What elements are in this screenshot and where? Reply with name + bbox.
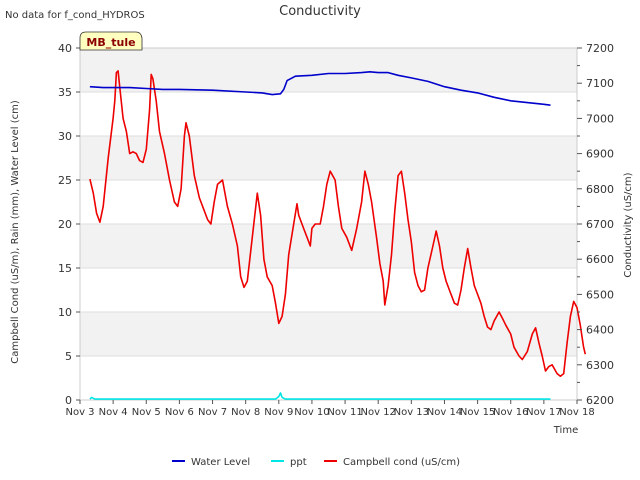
right-tick-label: 7000 <box>586 112 614 125</box>
x-tick-label: Nov 16 <box>493 407 528 418</box>
x-tick-label: Nov 18 <box>559 407 594 418</box>
left-tick-label: 0 <box>65 394 72 407</box>
background-band <box>80 356 577 400</box>
right-axis-ticks: 6200 6300 6400 6500 6600 6700 6800 6900 7000 7100… <box>577 42 614 407</box>
x-tick-label: Nov 10 <box>294 407 329 418</box>
left-axis-label: Campbell Cond (uS/m), Rain (mm), Water L… <box>10 100 21 364</box>
left-tick-label: 40 <box>58 42 72 55</box>
legend-label-campbell-cond: Campbell cond (uS/cm) <box>343 457 460 468</box>
left-tick-label: 15 <box>58 262 72 275</box>
x-tick-label: Nov 5 <box>132 407 161 418</box>
right-tick-label: 6900 <box>586 148 614 161</box>
right-tick-label: 6800 <box>586 183 614 196</box>
x-tick-label: Nov 13 <box>394 407 429 418</box>
right-tick-label: 6700 <box>586 218 614 231</box>
background-band <box>80 224 577 268</box>
x-tick-label: Nov 8 <box>231 407 260 418</box>
right-tick-label: 6400 <box>586 324 614 337</box>
left-tick-label: 35 <box>58 86 72 99</box>
x-tick-label: Nov 4 <box>99 407 128 418</box>
series-line-ppt <box>89 392 551 400</box>
series-line-water-level <box>89 71 551 106</box>
legend-label-water-level: Water Level <box>191 457 250 468</box>
left-tick-label: 25 <box>58 174 72 187</box>
right-tick-label: 7200 <box>586 42 614 55</box>
x-tick-label: Nov 15 <box>460 407 495 418</box>
no-data-note: No data for f_cond_HYDROS <box>5 10 145 21</box>
right-tick-label: 6500 <box>586 288 614 301</box>
x-tick-label: Nov 14 <box>427 407 462 418</box>
background-band <box>80 92 577 136</box>
x-tick-label: Nov 12 <box>360 407 395 418</box>
x-tick-label: Nov 17 <box>526 407 561 418</box>
legend-label-ppt: ppt <box>290 457 307 468</box>
x-tick-label: Nov 9 <box>264 407 293 418</box>
legend-item-water-level: Water Level <box>172 457 250 468</box>
x-tick-label: Nov 7 <box>198 407 227 418</box>
right-tick-label: 6300 <box>586 359 614 372</box>
legend: Water Level ppt Campbell cond (uS/cm) <box>172 457 460 468</box>
background-band <box>80 268 577 312</box>
site-label: MB_tule <box>86 36 135 49</box>
x-tick-label: Nov 3 <box>65 407 94 418</box>
left-tick-label: 10 <box>58 306 72 319</box>
right-tick-label: 7100 <box>586 77 614 90</box>
x-tick-label: Nov 11 <box>327 407 362 418</box>
legend-item-ppt: ppt <box>271 457 307 468</box>
series-layer <box>89 70 587 400</box>
x-tick-label: Nov 6 <box>165 407 194 418</box>
left-tick-label: 20 <box>58 218 72 231</box>
right-tick-label: 6600 <box>586 253 614 266</box>
x-axis-ticks: Nov 3 Nov 4 Nov 5 Nov 6 Nov 7 Nov 8 Nov 9 Nov 1… <box>65 400 595 418</box>
right-axis-label: Conductivity (uS/cm) <box>623 172 634 277</box>
right-tick-label: 6200 <box>586 394 614 407</box>
left-tick-label: 5 <box>65 350 72 363</box>
background-band <box>80 180 577 224</box>
site-label-box: MB_tule <box>79 31 143 51</box>
legend-item-campbell-cond: Campbell cond (uS/cm) <box>324 457 460 468</box>
left-axis-ticks: 0 5 10 15 20 25 30 35 40 <box>58 42 80 407</box>
chart-title: Conductivity <box>279 4 361 19</box>
background-band <box>80 48 577 92</box>
series-line-campbell-cond-us-cm <box>89 70 587 377</box>
left-tick-label: 30 <box>58 130 72 143</box>
x-axis-label: Time <box>553 425 578 436</box>
background-band <box>80 136 577 180</box>
